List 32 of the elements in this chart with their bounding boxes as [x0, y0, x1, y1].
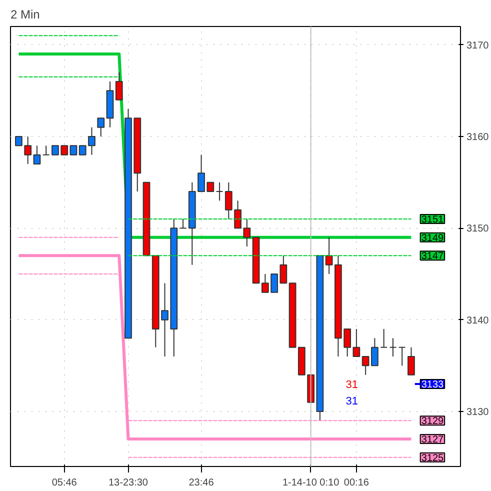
candlestick	[42, 145, 50, 156]
y-tick-label: 3130	[466, 407, 490, 418]
y-tick-label: 3150	[466, 224, 490, 235]
candlestick	[352, 328, 360, 357]
data-label: 3129	[421, 416, 444, 428]
candlestick	[97, 118, 105, 137]
data-label: 3127	[421, 434, 444, 446]
x-tick-label: 00:16	[344, 478, 370, 488]
candlestick	[179, 218, 187, 229]
candlestick	[33, 145, 41, 164]
x-tick-label: 23:46	[188, 478, 214, 488]
candlestick	[380, 328, 388, 348]
candlestick	[216, 182, 224, 202]
candlestick	[398, 346, 406, 366]
y-tick-label: 3170	[466, 40, 490, 52]
x-tick-label: 1-14-10 0:10	[282, 478, 340, 488]
candlestick	[115, 72, 123, 100]
data-label: 3149	[421, 232, 444, 244]
candlestick	[408, 346, 415, 376]
y-tick-label: 3140	[466, 315, 490, 326]
ref-line-label: 3133	[421, 380, 444, 390]
candlestick	[70, 145, 78, 156]
x-tick-label: 13-23:30	[108, 478, 148, 488]
data-label: 3147	[421, 251, 444, 262]
annotation: 31	[346, 379, 358, 391]
candlestick	[389, 338, 397, 357]
y-tick-label: 3160	[466, 132, 490, 143]
x-tick-label: 05:46	[52, 478, 78, 488]
data-label: 3125	[421, 452, 444, 464]
data-label: 3151	[421, 214, 444, 226]
chart-title: 2 Min	[10, 8, 40, 22]
annotation: 31	[346, 396, 358, 408]
